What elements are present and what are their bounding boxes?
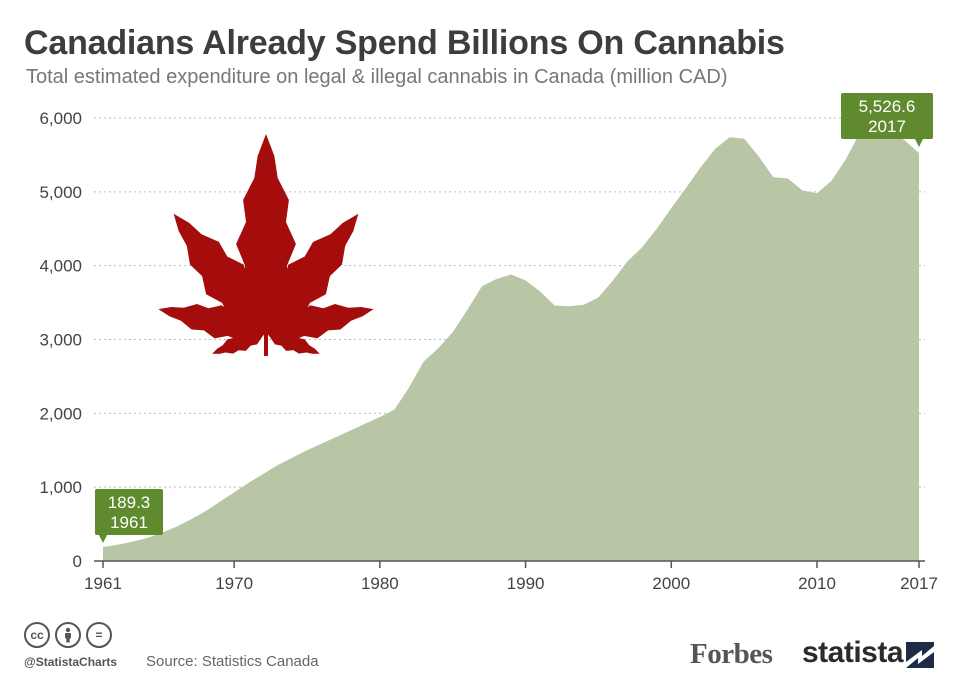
- leaf-leaflet: [212, 329, 266, 354]
- y-tick-label: 6,000: [39, 109, 82, 128]
- x-tick-label: 2017: [900, 574, 938, 593]
- leaf-leaflet: [266, 213, 359, 332]
- leaf-leaflet: [236, 134, 296, 332]
- callout-pointer: [915, 138, 923, 147]
- maple-leaf-icon: [158, 134, 374, 356]
- callout-box: [841, 92, 933, 139]
- chart-subtitle: Total estimated expenditure on legal & i…: [26, 66, 728, 88]
- x-tick-label: 1961: [84, 574, 122, 593]
- x-tick-label: 1970: [215, 574, 253, 593]
- area-series-expenditure: [103, 127, 919, 562]
- callout-box: [95, 489, 163, 536]
- y-tick-label: 1,000: [39, 478, 82, 497]
- forbes-logo[interactable]: Forbes: [690, 638, 773, 670]
- chart-title: Canadians Already Spend Billions On Cann…: [24, 24, 785, 62]
- y-tick-label: 2,000: [39, 404, 82, 423]
- leaf-leaflet: [158, 304, 266, 341]
- x-tick-label: 2000: [652, 574, 690, 593]
- leaf-leaflet: [173, 213, 266, 332]
- x-tick-label: 1980: [361, 574, 399, 593]
- callout-year: 2017: [868, 117, 906, 136]
- callout-pointer: [99, 535, 107, 544]
- x-tick-label: 1990: [507, 574, 545, 593]
- twitter-handle[interactable]: @StatistaCharts: [24, 655, 118, 669]
- no-derivatives-icon[interactable]: =: [86, 622, 112, 648]
- leaf-stem: [264, 328, 268, 356]
- callout-year: 1961: [110, 513, 148, 532]
- x-tick-label: 2010: [798, 574, 836, 593]
- statista-mark-icon: [906, 642, 934, 668]
- source-note: Source: Statistics Canada: [146, 653, 319, 670]
- leaf-leaflet: [266, 329, 320, 354]
- leaf-leaflet: [266, 304, 374, 341]
- y-tick-label: 0: [73, 552, 82, 571]
- callout-value: 5,526.6: [859, 97, 916, 116]
- license-icons: cc =: [24, 622, 112, 648]
- area-chart: 0 1,000 2,000 3,000 4,000 5,000 6,000 1961 1970 1…: [39, 92, 938, 593]
- statista-logo[interactable]: statista: [802, 636, 904, 669]
- area-layer: [103, 127, 919, 562]
- y-tick-label: 4,000: [39, 257, 82, 276]
- attribution-icon[interactable]: [55, 622, 81, 648]
- y-tick-label: 3,000: [39, 331, 82, 350]
- creative-commons-icon[interactable]: cc: [24, 622, 50, 648]
- callout-value: 189.3: [108, 493, 151, 512]
- y-tick-label: 5,000: [39, 183, 82, 202]
- axes: 0 1,000 2,000 3,000 4,000 5,000 6,000 1961 1970 1…: [39, 109, 937, 593]
